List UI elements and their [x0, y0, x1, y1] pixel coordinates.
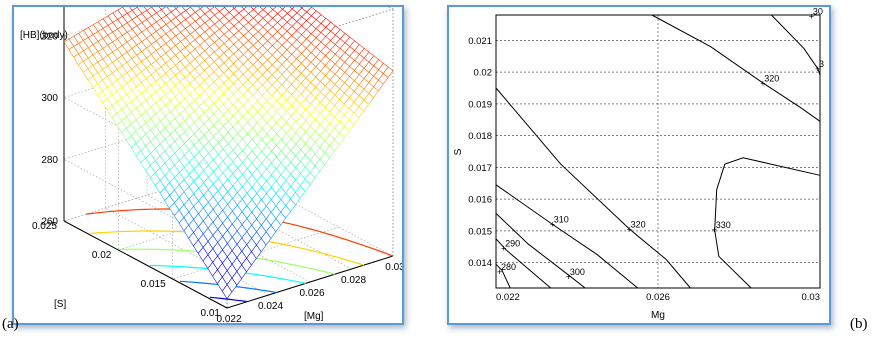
surface-cell	[250, 7, 257, 10]
y-tick-label: 0.016	[468, 195, 492, 206]
surface-cell	[279, 7, 286, 10]
y-tick-label: 0.01	[201, 308, 221, 319]
x-tick-label: 0.024	[258, 301, 283, 312]
surface-cell	[241, 7, 247, 10]
z-tick-label: 320	[41, 31, 58, 42]
x-tick-label: 0.028	[341, 275, 366, 286]
contour-line-320	[495, 87, 691, 289]
contour-label-marker: +	[809, 12, 814, 22]
floor-contour-270	[209, 296, 248, 303]
y-tick-label: 0.02	[92, 250, 112, 261]
contour-label-marker: +	[712, 225, 717, 235]
contour-line-290	[495, 238, 552, 289]
contour-level-label: 310	[554, 215, 569, 225]
contour-level-label: 320	[631, 219, 646, 229]
y-tick-label: 0.019	[468, 99, 492, 110]
contour-line-310	[495, 184, 639, 289]
y-axis	[63, 220, 228, 309]
y-tick-label: 0.02	[474, 68, 493, 79]
y-tick-label: 0.015	[141, 279, 166, 290]
surface-cell	[221, 284, 233, 300]
z-tick-label: 260	[41, 217, 58, 228]
contour-label-marker: +	[497, 267, 502, 277]
plot-area-frame	[495, 14, 821, 289]
contour-level-label: 280	[501, 262, 516, 272]
contour-line-330	[771, 14, 821, 76]
z-tick-label: 280	[41, 155, 58, 166]
surface-cell	[259, 7, 267, 11]
surface-cell	[289, 7, 295, 10]
x-tick-label: 0.022	[216, 314, 241, 323]
y-axis-label: S	[453, 148, 464, 155]
contour-label-marker: +	[550, 220, 555, 230]
contour-line-280	[495, 263, 511, 289]
surface-cell	[269, 7, 277, 10]
surface-plot: 2602803003203400.0220.0240.0260.0280.030…	[20, 7, 402, 323]
x-tick-label: 0.026	[299, 288, 324, 299]
contour-label-marker: +	[760, 78, 765, 88]
y-tick-label: 0.015	[468, 226, 492, 237]
contour-label-marker: +	[815, 64, 820, 74]
contour-label-marker: +	[501, 243, 506, 253]
y-tick-label: 0.017	[468, 163, 492, 174]
x-axis	[226, 255, 394, 309]
contour-level-label: 30	[813, 7, 823, 17]
y-tick-label: 0.021	[468, 36, 492, 47]
contour-level-label: 290	[505, 238, 520, 248]
contour-plot-panel: 280 +290 +300 +310 +320 +330 +320 +30 +3 + 0.014 0…	[447, 5, 831, 325]
figure-label-a: (a)	[2, 316, 19, 332]
x-axis-label: Mg	[651, 310, 665, 321]
contour-level-label: 300	[570, 267, 585, 277]
contour-level-label: 3	[819, 59, 824, 69]
contour-line-300	[495, 213, 586, 289]
contour-line-330	[714, 157, 821, 289]
contour-line-320	[651, 14, 821, 122]
z-tick-label: 300	[41, 93, 58, 104]
x-tick-label: 0.026	[646, 292, 670, 303]
y-tick-label: 0.014	[468, 258, 492, 269]
x-axis-label: [Mg]	[304, 311, 324, 322]
surface-plot-panel: 2602803003203400.0220.0240.0260.0280.030…	[12, 5, 404, 325]
contour-level-label: 320	[764, 73, 779, 83]
figure-label-b: (b)	[850, 316, 868, 332]
x-tick-label: 0.022	[496, 292, 520, 303]
x-tick-label: 0.03	[385, 262, 402, 273]
contour-label-marker: +	[566, 272, 571, 282]
contour-level-label: 330	[716, 220, 731, 230]
y-axis-label: [S]	[54, 299, 66, 310]
z-axis-label: [HB](body)	[20, 30, 68, 41]
x-tick-label: 0.03	[802, 292, 821, 303]
contour-plot: 280+290+300+310+ 320+ 330+320+30+3+ 0.0140…	[453, 7, 824, 321]
contour-label-marker: +	[627, 224, 632, 234]
y-tick-label: 0.018	[468, 131, 492, 142]
y-tick-label: 0.025	[32, 221, 57, 232]
